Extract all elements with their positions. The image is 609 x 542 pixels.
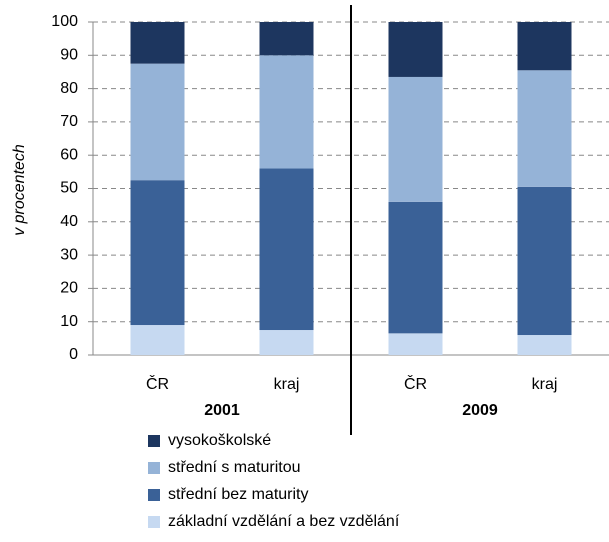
y-tick-label: 60 bbox=[60, 146, 78, 163]
bar-segment bbox=[517, 335, 572, 355]
bar-segment bbox=[388, 22, 443, 77]
legend-label: střední bez maturity bbox=[168, 486, 309, 503]
bar-segment bbox=[517, 70, 572, 187]
bar-segment bbox=[388, 76, 443, 202]
bar-segment bbox=[388, 201, 443, 334]
y-tick-label: 80 bbox=[60, 80, 78, 97]
bar-segment bbox=[517, 22, 572, 71]
legend-swatch bbox=[148, 462, 160, 474]
y-tick-label: 90 bbox=[60, 47, 78, 64]
bar-segment bbox=[130, 63, 185, 181]
y-tick-label: 0 bbox=[69, 346, 78, 363]
x-tick-label: ČR bbox=[146, 374, 169, 393]
legend-swatch bbox=[148, 435, 160, 447]
y-tick-label: 70 bbox=[60, 113, 78, 130]
x-tick-label: ČR bbox=[404, 374, 427, 393]
bar-segment bbox=[259, 55, 314, 169]
legend-swatch bbox=[148, 489, 160, 501]
y-tick-label: 40 bbox=[60, 213, 78, 230]
bar-segment bbox=[259, 330, 314, 355]
y-axis-label: v procentech bbox=[11, 144, 28, 236]
y-tick-label: 30 bbox=[60, 246, 78, 263]
legend-swatch bbox=[148, 516, 160, 528]
y-tick-label: 100 bbox=[51, 13, 78, 30]
group-label: 2001 bbox=[204, 402, 240, 419]
legend-label: střední s maturitou bbox=[168, 459, 301, 476]
legend-label: základní vzdělání a bez vzdělání bbox=[168, 513, 400, 530]
bar-segment bbox=[388, 333, 443, 355]
bar-segment bbox=[259, 168, 314, 331]
bar-segment bbox=[130, 180, 185, 326]
legend-label: vysokoškolské bbox=[168, 432, 271, 449]
x-tick-label: kraj bbox=[274, 376, 300, 393]
bar-segment bbox=[130, 325, 185, 355]
y-tick-label: 10 bbox=[60, 313, 78, 330]
group-label: 2009 bbox=[462, 402, 498, 419]
bar-segment bbox=[259, 22, 314, 56]
x-tick-label: kraj bbox=[532, 376, 558, 393]
bar-segment bbox=[130, 22, 185, 64]
y-tick-label: 50 bbox=[60, 180, 78, 197]
y-tick-label: 20 bbox=[60, 280, 78, 297]
bar-segment bbox=[517, 186, 572, 336]
